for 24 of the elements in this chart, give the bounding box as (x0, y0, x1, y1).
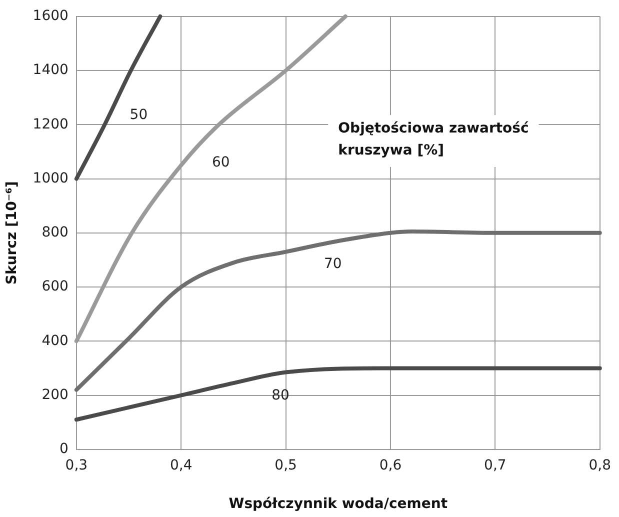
line-series (74, 14, 162, 181)
x-tick-label: 0,7 (484, 457, 506, 474)
y-tick-label: 1600 (32, 8, 68, 24)
x-tick-label: 0,5 (274, 457, 297, 474)
series-label: 50 (130, 107, 148, 124)
x-tick-label: 0,6 (379, 457, 402, 474)
y-tick-label: 800 (42, 224, 68, 241)
line-series (74, 366, 602, 422)
legend-title: Objętościowa zawartość kruszywa [%] (338, 120, 529, 159)
y-axis-title: Skurcz [10⁻⁶] (4, 181, 20, 285)
series-label: 70 (324, 256, 342, 272)
y-tick-label: 200 (42, 386, 68, 403)
y-tick-label: 1000 (32, 170, 68, 186)
series-label: 60 (212, 154, 230, 171)
y-tick-label: 0 (60, 441, 68, 458)
y-tick-label: 400 (42, 332, 68, 349)
x-axis-title: Współczynnik woda/cement (228, 496, 448, 512)
y-tick-label: 1200 (32, 116, 68, 132)
y-tick-label: 600 (42, 278, 68, 295)
x-tick-label: 0,4 (170, 457, 192, 474)
x-tick-label: 0,8 (588, 457, 611, 474)
x-tick-label: 0,3 (65, 457, 88, 474)
y-tick-label: 1400 (32, 62, 68, 78)
series-label: 80 (272, 387, 290, 404)
